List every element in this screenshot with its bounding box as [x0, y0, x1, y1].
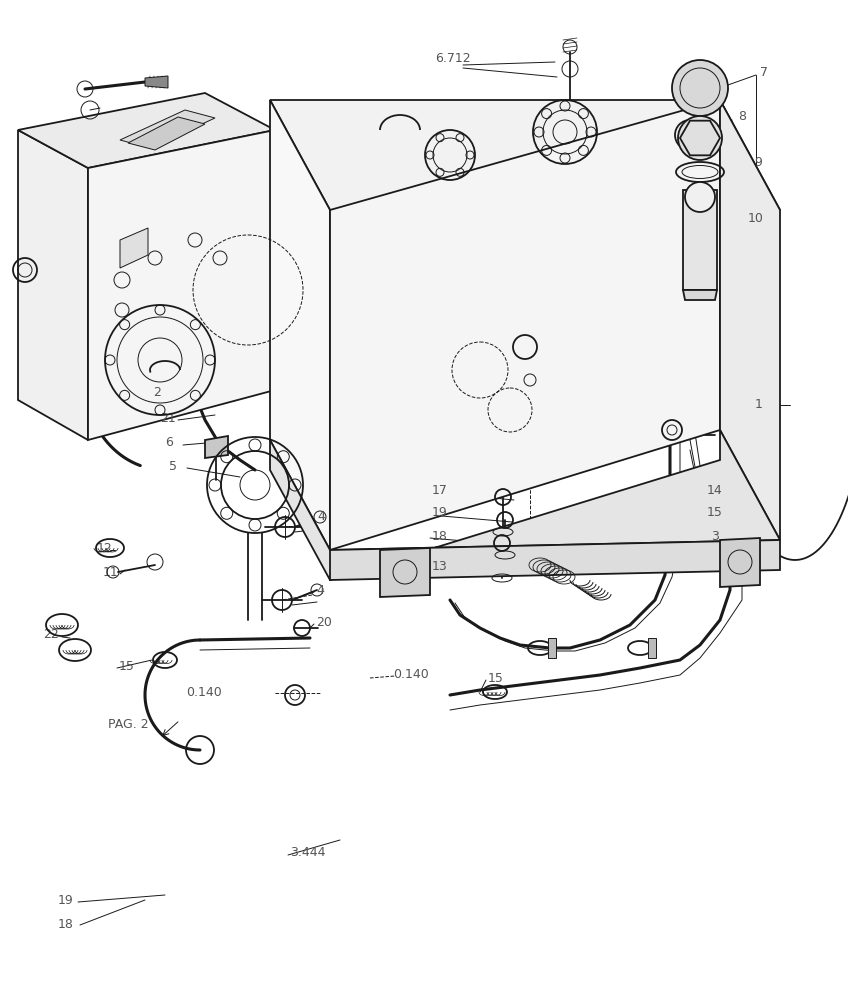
Text: 18: 18	[58, 918, 74, 930]
Text: 12: 12	[97, 542, 113, 554]
Polygon shape	[380, 548, 430, 597]
Text: PAG. 2: PAG. 2	[108, 718, 148, 730]
Text: 0.140: 0.140	[393, 668, 429, 680]
Polygon shape	[18, 93, 275, 168]
Text: 3.444: 3.444	[290, 846, 326, 858]
Text: 4: 4	[316, 584, 324, 596]
Text: 4: 4	[317, 510, 325, 522]
Polygon shape	[270, 100, 330, 550]
Polygon shape	[683, 190, 717, 290]
Text: 15: 15	[488, 672, 504, 684]
Text: 20: 20	[316, 615, 332, 629]
Text: 22: 22	[43, 629, 59, 642]
Polygon shape	[270, 100, 780, 210]
Text: 19: 19	[58, 894, 74, 906]
Text: 2: 2	[153, 385, 161, 398]
Polygon shape	[18, 130, 88, 440]
Polygon shape	[683, 290, 717, 300]
Polygon shape	[120, 228, 148, 268]
Text: 8: 8	[738, 109, 746, 122]
Polygon shape	[680, 121, 720, 155]
Circle shape	[672, 60, 728, 116]
Text: 13: 13	[432, 560, 448, 574]
Text: 6.712: 6.712	[435, 51, 471, 64]
Polygon shape	[145, 76, 168, 88]
Text: 0.140: 0.140	[186, 686, 221, 700]
Polygon shape	[720, 100, 780, 540]
Text: 11: 11	[103, 566, 119, 578]
Text: 19: 19	[432, 506, 448, 520]
Polygon shape	[205, 436, 228, 458]
Circle shape	[678, 116, 722, 160]
Text: 3: 3	[711, 530, 719, 542]
Polygon shape	[720, 538, 760, 587]
Text: 10: 10	[748, 212, 764, 225]
Polygon shape	[330, 540, 780, 580]
Text: 18: 18	[432, 530, 448, 542]
Circle shape	[685, 182, 715, 212]
Text: 15: 15	[119, 660, 135, 672]
Text: 21: 21	[160, 412, 176, 424]
Polygon shape	[548, 638, 556, 658]
Polygon shape	[120, 110, 215, 148]
Text: 9: 9	[754, 156, 762, 169]
Polygon shape	[270, 430, 780, 580]
Text: 15: 15	[707, 506, 722, 520]
Text: 7: 7	[760, 66, 768, 79]
Text: 17: 17	[432, 484, 448, 496]
Polygon shape	[128, 117, 205, 150]
Text: 6: 6	[165, 436, 173, 450]
Polygon shape	[88, 130, 275, 440]
Polygon shape	[648, 638, 656, 658]
Text: 5: 5	[169, 460, 177, 473]
Text: 1: 1	[755, 398, 763, 412]
Polygon shape	[330, 100, 720, 550]
Text: 14: 14	[707, 484, 722, 496]
